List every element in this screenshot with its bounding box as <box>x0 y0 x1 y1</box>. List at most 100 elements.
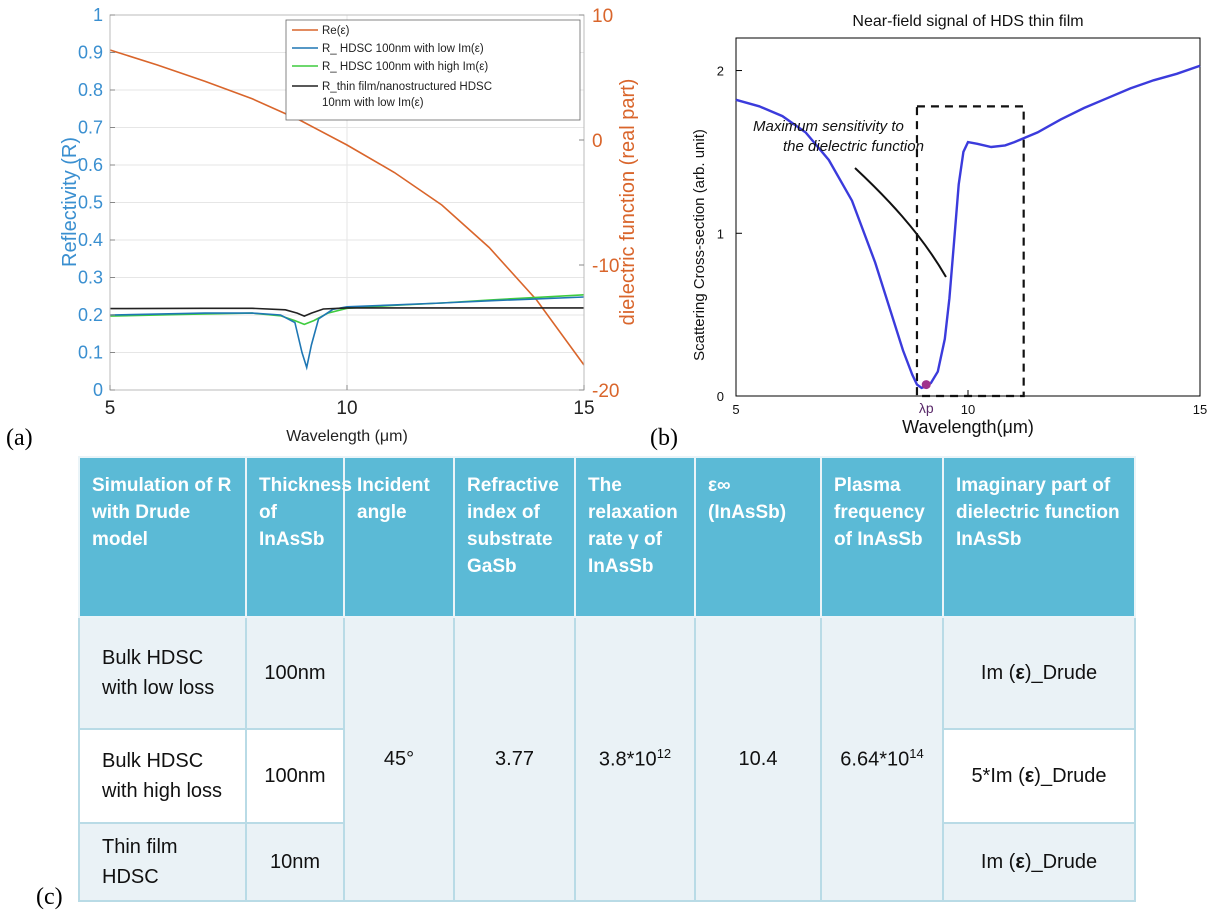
legend-label-thin-line2: 10nm with low Im(ε) <box>322 97 424 109</box>
plasma-wavelength-marker <box>921 380 931 390</box>
header-eps-inf: ε∞ (InAsSb) <box>694 456 822 618</box>
tick-label: 0.1 <box>78 343 103 363</box>
plot-frame <box>735 37 1201 397</box>
tick-label: 0 <box>592 131 603 152</box>
tick-label: 0.3 <box>78 268 103 288</box>
tick-label: 0.6 <box>78 155 103 175</box>
annotation-line2: the dielectric function <box>783 138 924 155</box>
header-relaxation-rate: The relaxation rate γ of InAsSb <box>574 456 696 618</box>
header-incident-angle: Incident angle <box>343 456 455 618</box>
row-label: Thin film HDSC <box>78 822 247 902</box>
x-axis-label: Wavelength(μm) <box>902 417 1034 437</box>
sensitivity-highlight-box <box>915 105 1025 398</box>
legend: Re(ε) R_ HDSC 100nm with low Im(ε) R_ HD… <box>285 19 581 121</box>
im-epsilon: ε <box>1015 850 1025 873</box>
x-axis-label: Wavelength (μm) <box>286 428 408 445</box>
series-line-0 <box>109 49 585 366</box>
tick-label: 5 <box>105 398 116 419</box>
incident-angle-value: 45° <box>343 616 455 902</box>
tick-label: 15 <box>1193 402 1207 417</box>
header-imaginary-part: Imaginary part of dielectric function In… <box>942 456 1136 618</box>
im-suffix: )_Drude <box>1024 661 1098 684</box>
tick-label: 15 <box>573 398 594 419</box>
im-prefix: 5*Im ( <box>971 764 1025 787</box>
header-refractive-index: Refractive index of substrate GaSb <box>453 456 576 618</box>
table-row: Thin film HDSC 10nm Im (ε)_Drude <box>78 822 1136 902</box>
row-imaginary-part: Im (ε)_Drude <box>942 616 1136 730</box>
relaxation-rate-exponent: 12 <box>656 746 672 762</box>
axis-ticks: 5 10 15 0 1 2 <box>717 64 1207 417</box>
panel-label-c: (c) <box>36 884 63 910</box>
tick-label: 10 <box>961 402 975 417</box>
table-row: Bulk HDSC with low loss 100nm 45° 3.77 3… <box>78 616 1136 902</box>
plasma-frequency-value: 6.64*1014 <box>820 616 944 902</box>
tick-label: 0.5 <box>78 193 103 213</box>
x-axis-ticks: 5 10 15 <box>105 385 595 419</box>
legend-label-thin: R_thin film/nanostructured HDSC 10nm wit… <box>322 81 495 109</box>
tick-label: 10 <box>592 6 613 27</box>
tick-label: 10 <box>336 398 357 419</box>
right-axis-ticks: -20 -10 0 10 <box>579 6 619 402</box>
plasma-wavelength-label: λp <box>919 400 934 416</box>
tick-label: 0 <box>93 380 103 400</box>
row-label: Bulk HDSC with high loss <box>78 728 247 824</box>
legend-label-thin-line1: R_thin film/nanostructured HDSC <box>322 81 492 93</box>
tick-label: 0 <box>717 389 724 404</box>
im-suffix: )_Drude <box>1034 764 1107 787</box>
chart-title: Near-field signal of HDS thin film <box>852 13 1083 30</box>
relaxation-rate-base: 3.8*10 <box>598 748 657 771</box>
row-thickness: 100nm <box>245 616 345 730</box>
panel-label-a: (a) <box>6 425 33 451</box>
tick-label: 0.2 <box>78 305 103 325</box>
series-layer <box>109 49 585 371</box>
im-prefix: Im ( <box>980 661 1016 684</box>
row-thickness: 10nm <box>245 822 345 902</box>
reflectivity-chart: 00.10.20.30.40.50.60.70.80.91 -20-10010 … <box>59 5 639 445</box>
relaxation-rate-value: 3.8*1012 <box>574 616 696 902</box>
legend-label-re: Re(ε) <box>322 25 350 37</box>
row-thickness: 100nm <box>245 728 345 824</box>
annotation-line1: Maximum sensitivity to <box>753 118 904 135</box>
y-axis-label-right: dielectric function (real part) <box>617 79 639 326</box>
im-epsilon: ε <box>1015 661 1025 684</box>
y-axis-label: Scattering Cross-section (arb. unit) <box>691 129 708 361</box>
tick-label: 1 <box>717 226 724 241</box>
near-field-chart: Near-field signal of HDS thin film 5 10 15… <box>691 13 1207 437</box>
header-thickness: Thickness of InAsSb <box>245 456 352 618</box>
legend-box <box>285 19 581 121</box>
tick-label: 0.4 <box>78 230 103 250</box>
tick-label: 0.8 <box>78 80 103 100</box>
tick-label: 1 <box>93 5 103 25</box>
tick-label: -20 <box>592 381 619 402</box>
left-axis-ticks: 0 0.1 0.2 0.3 0.4 0.5 0.6 0.7 0.8 0.9 1 <box>78 5 115 400</box>
row-imaginary-part: 5*Im (ε)_Drude <box>942 728 1136 824</box>
eps-inf-value: 10.4 <box>694 616 822 902</box>
tick-label: -10 <box>592 256 619 277</box>
tick-label: 0.9 <box>78 43 103 63</box>
table-row: Bulk HDSC with high loss 100nm 5*Im (ε)_… <box>78 728 1136 824</box>
refractive-index-value: 3.77 <box>453 616 576 902</box>
header-plasma-frequency: Plasma frequency of InAsSb <box>820 456 944 618</box>
im-epsilon: ε <box>1024 764 1035 787</box>
series-line-1 <box>109 296 585 371</box>
row-imaginary-part: Im (ε)_Drude <box>942 822 1136 902</box>
header-simulation: Simulation of R with Drude model <box>78 456 247 618</box>
im-prefix: Im ( <box>980 850 1016 873</box>
table-header-row: Simulation of R with Drude model Thickne… <box>78 456 1136 618</box>
tick-label: 0.7 <box>78 118 103 138</box>
simulation-parameters-table: Simulation of R with Drude model Thickne… <box>78 456 1136 902</box>
scattering-curve <box>735 64 1201 390</box>
legend-label-high: R_ HDSC 100nm with high Im(ε) <box>322 61 488 73</box>
plasma-frequency-base: 6.64*10 <box>840 748 910 771</box>
panel-label-b: (b) <box>650 425 678 451</box>
legend-label-low: R_ HDSC 100nm with low Im(ε) <box>322 43 484 55</box>
annotation-text: Maximum sensitivity to the dielectric fu… <box>753 118 924 155</box>
annotation-arrow-line <box>854 167 947 278</box>
plasma-frequency-exponent: 14 <box>909 746 924 762</box>
im-suffix: )_Drude <box>1024 850 1098 873</box>
y-axis-label-left: Reflectivity (R) <box>59 137 81 267</box>
tick-label: 5 <box>732 402 739 417</box>
row-label: Bulk HDSC with low loss <box>78 616 247 730</box>
tick-label: 2 <box>717 64 724 79</box>
series-line-3 <box>109 307 584 317</box>
